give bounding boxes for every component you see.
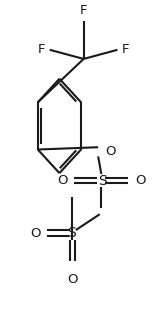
- Text: O: O: [67, 273, 78, 286]
- Text: O: O: [105, 145, 115, 158]
- Text: O: O: [30, 227, 40, 240]
- Text: O: O: [135, 174, 145, 187]
- Text: S: S: [98, 174, 107, 188]
- Text: F: F: [80, 4, 87, 17]
- Text: F: F: [122, 43, 129, 56]
- Text: S: S: [67, 226, 76, 240]
- Text: O: O: [57, 174, 68, 187]
- Text: F: F: [38, 43, 46, 56]
